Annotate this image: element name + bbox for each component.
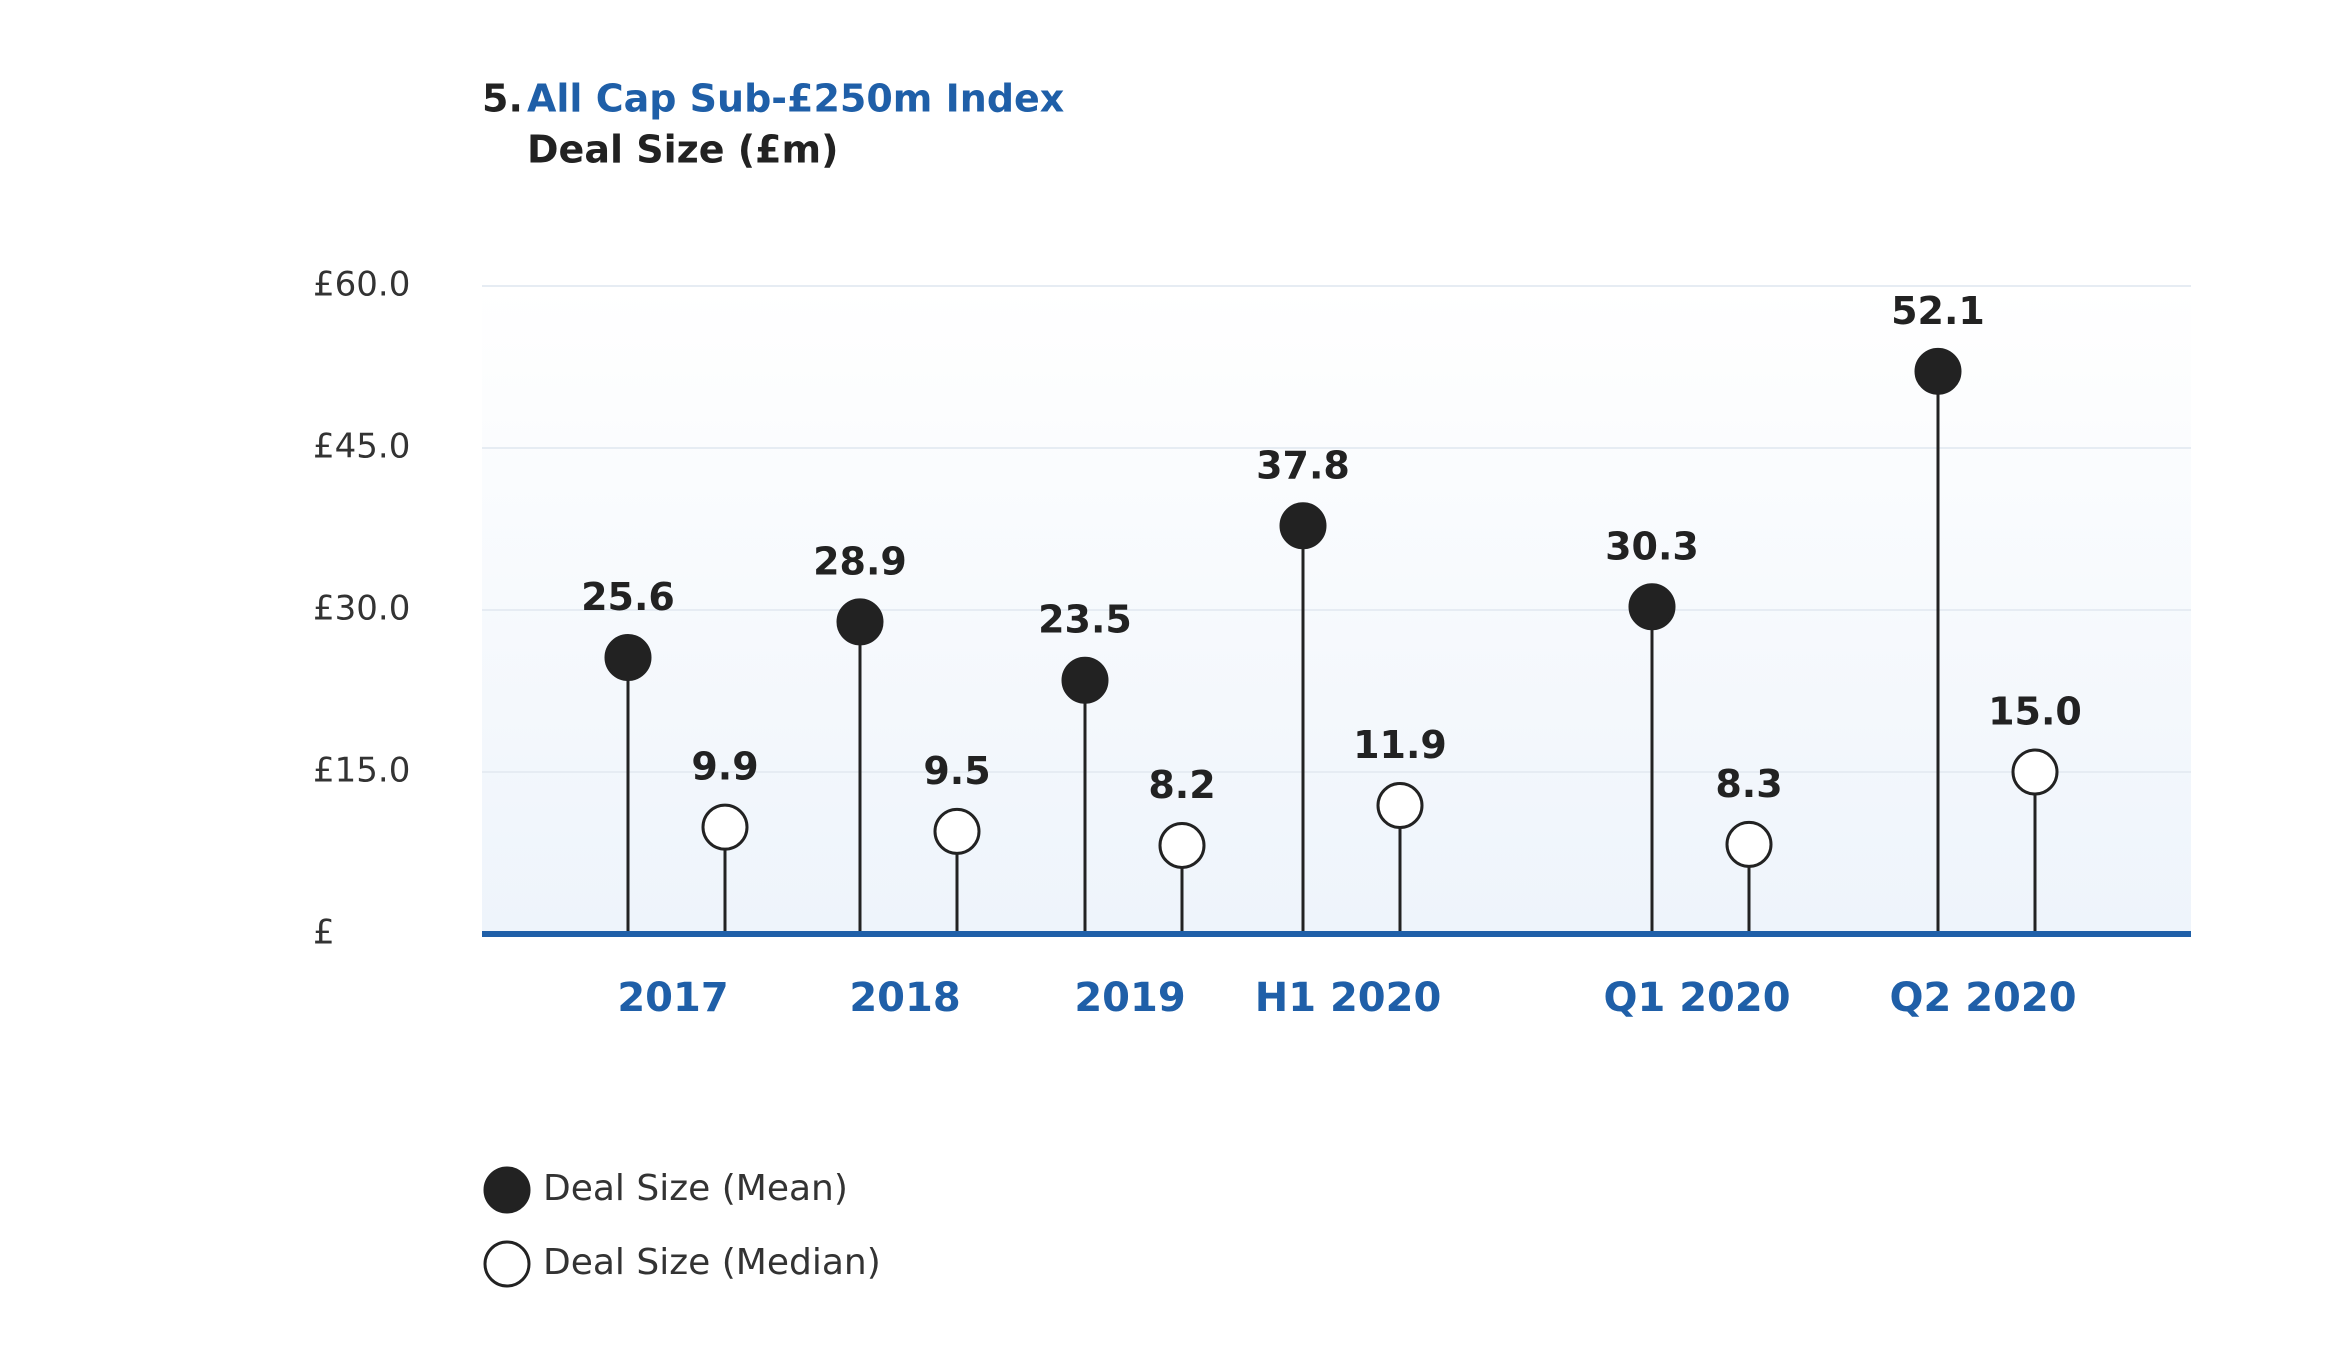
marker <box>701 803 749 851</box>
x-tick-label: 2017 <box>617 975 728 1021</box>
marker <box>2011 748 2059 796</box>
y-tick-label: £ <box>313 913 335 953</box>
x-tick-label: Q1 2020 <box>1603 975 1790 1021</box>
value-label: 9.9 <box>691 745 758 789</box>
value-label: 52.1 <box>1891 289 1985 333</box>
value-label: 25.6 <box>581 575 675 619</box>
legend-marker <box>483 1166 531 1214</box>
value-label: 30.3 <box>1605 524 1699 568</box>
value-label: 23.5 <box>1038 598 1132 642</box>
value-label: 37.8 <box>1256 443 1350 487</box>
marker <box>1158 821 1206 869</box>
chart-subtitle: Deal Size (£m) <box>527 128 839 172</box>
y-tick-label: £30.0 <box>313 589 410 629</box>
y-tick-label: £15.0 <box>313 751 410 791</box>
chart-title: All Cap Sub-£250m Index <box>527 77 1064 121</box>
marker <box>1376 781 1424 829</box>
title-number: 5. <box>482 77 523 121</box>
x-tick-label: 2019 <box>1074 975 1185 1021</box>
legend-label: Deal Size (Mean) <box>543 1168 848 1209</box>
value-label: 11.9 <box>1353 723 1447 767</box>
legend-label: Deal Size (Median) <box>543 1242 881 1283</box>
marker <box>933 807 981 855</box>
x-tick-label: H1 2020 <box>1255 975 1442 1021</box>
value-label: 8.3 <box>1715 762 1782 806</box>
value-label: 28.9 <box>813 539 907 583</box>
marker <box>1061 656 1109 704</box>
marker <box>1628 583 1676 631</box>
value-label: 9.5 <box>923 749 990 793</box>
marker <box>1725 820 1773 868</box>
value-label: 8.2 <box>1148 763 1215 807</box>
marker <box>836 598 884 646</box>
y-tick-label: £60.0 <box>313 265 410 305</box>
y-tick-label: £45.0 <box>313 427 410 467</box>
value-label: 15.0 <box>1988 690 2082 734</box>
marker <box>1914 347 1962 395</box>
x-tick-label: 2018 <box>849 975 960 1021</box>
x-tick-label: Q2 2020 <box>1889 975 2076 1021</box>
legend-marker <box>483 1240 531 1288</box>
marker <box>1279 502 1327 550</box>
marker <box>604 634 652 682</box>
